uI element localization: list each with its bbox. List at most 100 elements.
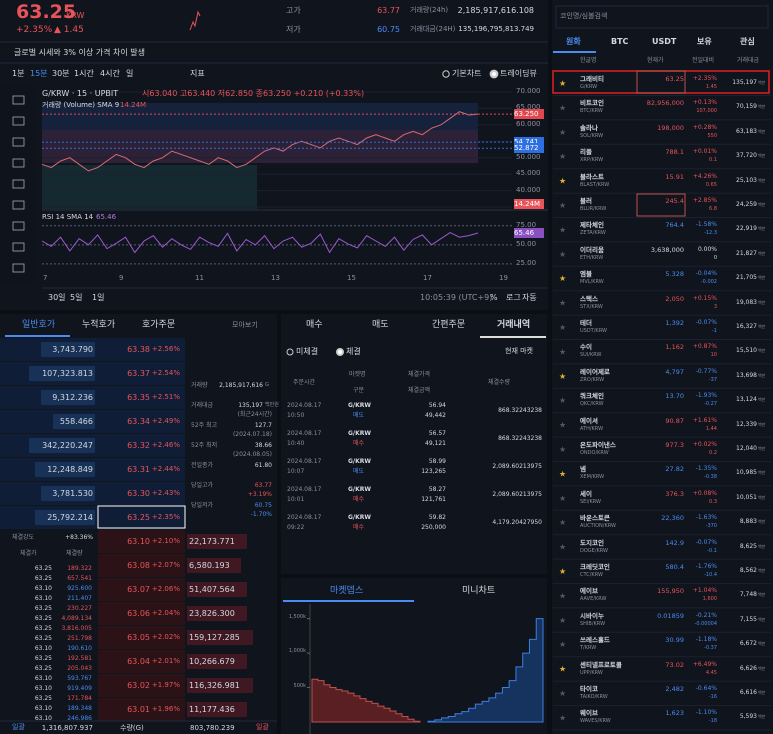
tool-icon: [12, 179, 25, 189]
coin-name[interactable]: 비트코인: [580, 99, 604, 108]
market-tab[interactable]: 보유: [697, 37, 712, 46]
range[interactable]: 1일: [92, 293, 105, 302]
coin-name[interactable]: 그래비티: [580, 75, 604, 83]
ask-pct: +2.44%: [151, 465, 180, 473]
ob-tab[interactable]: 호가주문: [142, 320, 176, 330]
coin-name[interactable]: 테더: [580, 319, 592, 327]
coin-price: 155,950: [657, 587, 684, 596]
history-panel: [281, 314, 547, 574]
coin-name[interactable]: 제타체인: [580, 221, 604, 230]
range[interactable]: 5일: [70, 293, 83, 302]
coin-name[interactable]: 리플: [580, 148, 592, 157]
order-tab[interactable]: 간편주문: [432, 320, 466, 330]
interval[interactable]: 일: [126, 69, 134, 78]
coin-name[interactable]: 엠블: [580, 270, 592, 279]
filter[interactable]: 체결: [346, 347, 361, 356]
market-tab[interactable]: 관심: [740, 37, 755, 46]
trade-qty: 4,089.134: [61, 615, 92, 622]
coin-name[interactable]: 수이: [580, 343, 592, 352]
range[interactable]: 30일: [48, 293, 66, 302]
amount: 49,121: [425, 440, 446, 447]
info-value: 127.7: [254, 422, 272, 429]
chart-option[interactable]: 자동: [522, 293, 537, 302]
coin-name[interactable]: 솔라나: [580, 123, 598, 132]
coin-change: -1: [712, 328, 717, 334]
coin-symbol: ATH/KRW: [580, 425, 604, 432]
coin-name[interactable]: 세이: [580, 489, 592, 498]
coin-name[interactable]: 레이어제로: [580, 367, 610, 376]
filter[interactable]: 미체결: [296, 347, 319, 356]
info-sub: (최근24시간): [237, 411, 272, 418]
interval[interactable]: 30분: [52, 69, 70, 78]
coin-name[interactable]: 온도파이낸스: [580, 441, 616, 449]
coin-unit: 백만: [758, 226, 766, 232]
coin-volume: 15,510: [736, 347, 757, 355]
bulk[interactable]: 일괄: [12, 723, 25, 731]
ask-pct: +2.35%: [151, 513, 180, 521]
market-tab[interactable]: USDT: [652, 37, 677, 46]
coin-change: 0.2: [709, 450, 717, 456]
coin-price: 27.82: [665, 465, 684, 474]
coin-name[interactable]: 쿼크체인: [580, 392, 604, 401]
amount: 121,761: [421, 496, 446, 503]
order-tab[interactable]: 매도: [372, 320, 389, 330]
depth-tab[interactable]: 마켓뎁스: [330, 586, 364, 596]
coin-name[interactable]: 도지코인: [580, 538, 604, 547]
order-tab[interactable]: 매수: [306, 320, 323, 330]
coin-symbol: SOL/KRW: [580, 132, 604, 139]
chart-option[interactable]: 로그: [506, 293, 521, 302]
qty: 2,089.60213975: [492, 491, 542, 498]
ob-tab[interactable]: 누적호가: [82, 320, 116, 330]
mode[interactable]: 기본차트: [452, 69, 482, 78]
coin-volume: 13,698: [736, 371, 757, 379]
coin-price: 376.3: [665, 489, 684, 498]
market-tab[interactable]: BTC: [611, 37, 629, 46]
interval[interactable]: 4시간: [100, 69, 120, 78]
interval[interactable]: 1분: [12, 69, 25, 78]
ob-view[interactable]: 모아보기: [232, 321, 258, 329]
coin-name[interactable]: 이더리움: [580, 245, 604, 254]
coin-name[interactable]: 쓰레스홀드: [580, 636, 610, 645]
coin-name[interactable]: 바운스토큰: [580, 514, 610, 523]
stat-label: 고가: [286, 6, 301, 15]
interval[interactable]: 1시간: [74, 69, 94, 78]
coin-price: 15.91: [665, 172, 684, 181]
ask-price: 63.37: [127, 369, 150, 378]
hdr: 구분: [353, 387, 365, 394]
coin-name[interactable]: 웨이브: [580, 709, 598, 718]
coin-price: 580.4: [665, 563, 684, 571]
rsi-tick-label: 50.00: [516, 239, 537, 248]
coin-name[interactable]: 시바이누: [580, 611, 604, 620]
coin-pct: -1.58%: [695, 221, 717, 229]
qty: 868.32243238: [498, 435, 542, 442]
chart-option[interactable]: %: [490, 293, 498, 302]
coin-name[interactable]: 블러: [580, 197, 592, 205]
ob-tab[interactable]: 일반호가: [22, 320, 56, 330]
coin-symbol: ETH/KRW: [580, 254, 604, 261]
coin-volume: 70,159: [736, 103, 757, 111]
coin-name[interactable]: 에이셔: [580, 416, 598, 425]
coin-name[interactable]: 센티넬프로토콜: [580, 660, 622, 669]
market-tab[interactable]: 원화: [566, 37, 581, 46]
coin-pct: -1.93%: [695, 392, 717, 400]
coin-name[interactable]: 에이브: [580, 587, 598, 596]
bulk[interactable]: 일괄: [256, 723, 269, 731]
coin-name[interactable]: 크레딧코인: [580, 563, 610, 571]
indicator[interactable]: 지표: [190, 69, 205, 78]
coin-unit: 백만: [758, 324, 766, 329]
interval[interactable]: 15분: [30, 69, 48, 78]
coin-name[interactable]: 넴: [580, 465, 586, 474]
trade-header: 체결가: [20, 550, 37, 557]
coin-unit: 백만: [758, 275, 766, 281]
mode[interactable]: 트레이딩뷰: [500, 69, 537, 78]
coin-name[interactable]: 블라스트: [580, 172, 604, 181]
coin-name[interactable]: 타이코: [580, 685, 598, 693]
bid-row: [98, 578, 185, 601]
star: ★: [559, 152, 566, 161]
coin-name[interactable]: 스택스: [580, 294, 598, 303]
depth-tab[interactable]: 미니차트: [462, 586, 496, 596]
market-filter[interactable]: 현재 마켓: [505, 347, 533, 355]
order-tab[interactable]: 거래내역: [497, 320, 531, 330]
search[interactable]: 코인명/심볼검색: [560, 12, 608, 20]
